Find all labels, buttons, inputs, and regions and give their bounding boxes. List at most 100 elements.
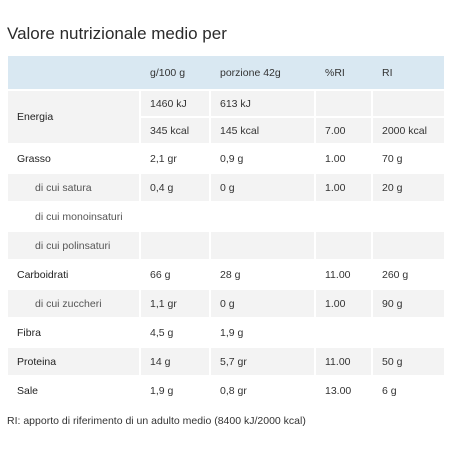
value-cell: 13.00 xyxy=(325,384,352,397)
cell-background xyxy=(315,117,372,144)
value-cell: 11.00 xyxy=(325,355,351,368)
value-cell: 70 g xyxy=(382,152,403,165)
value-cell: 1.00 xyxy=(325,181,346,194)
value-cell: 1460 kJ xyxy=(150,97,187,110)
cell-background xyxy=(315,347,372,376)
value-cell: 6 g xyxy=(382,384,397,397)
value-cell: 1,9 g xyxy=(150,384,174,397)
cell-background xyxy=(372,202,445,231)
cell-background xyxy=(7,202,140,231)
cell-background xyxy=(7,347,140,376)
cell-background xyxy=(315,289,372,318)
sub-row-label: di cui polinsaturi xyxy=(35,239,111,252)
cell-background xyxy=(140,289,210,318)
cell-background xyxy=(7,231,140,260)
cell-background xyxy=(210,376,315,405)
cell-background xyxy=(210,318,315,347)
row-label: Carboidrati xyxy=(17,268,69,281)
title: Valore nutrizionale medio per xyxy=(7,24,227,43)
value-cell: 5,7 gr xyxy=(220,355,247,368)
value-cell: 0,9 g xyxy=(220,152,244,165)
cell-background xyxy=(210,144,315,173)
cell-background xyxy=(140,173,210,202)
cell-background xyxy=(372,347,445,376)
sub-row-label: di cui zuccheri xyxy=(35,297,102,310)
header-cell: RI xyxy=(382,66,393,79)
cell-background xyxy=(7,173,140,202)
value-cell: 0 g xyxy=(220,181,235,194)
value-cell: 1,1 gr xyxy=(150,297,177,310)
value-cell: 0,4 g xyxy=(150,181,174,194)
cell-background xyxy=(210,347,315,376)
value-cell: 2,1 gr xyxy=(150,152,177,165)
value-cell: 11.00 xyxy=(325,268,351,281)
cell-background xyxy=(7,90,140,144)
cell-background xyxy=(7,318,140,347)
cell-background xyxy=(210,202,315,231)
row-label: Proteina xyxy=(17,355,57,368)
cell-background xyxy=(315,231,372,260)
footnote: RI: apporto di riferimento di un adulto … xyxy=(7,415,306,427)
cell-background xyxy=(7,376,140,405)
value-cell: 90 g xyxy=(382,297,403,310)
value-cell: 345 kcal xyxy=(150,124,190,137)
row-label: Fibra xyxy=(17,326,41,339)
cell-background xyxy=(210,260,315,289)
header-cell: %RI xyxy=(325,66,345,79)
value-cell: 28 g xyxy=(220,268,241,281)
cell-background xyxy=(372,90,445,117)
cell-background xyxy=(315,90,372,117)
cell-background xyxy=(210,231,315,260)
header-cell: porzione 42g xyxy=(220,66,281,79)
row-label: Grasso xyxy=(17,152,51,165)
cell-background xyxy=(140,318,210,347)
value-cell: 0,8 gr xyxy=(220,384,247,397)
value-cell: 1,9 g xyxy=(220,326,244,339)
value-cell: 7.00 xyxy=(325,124,346,137)
cell-background xyxy=(372,144,445,173)
row-label: Sale xyxy=(17,384,39,397)
value-cell: 66 g xyxy=(150,268,171,281)
value-cell: 0 g xyxy=(220,297,235,310)
cell-background xyxy=(140,376,210,405)
cell-background xyxy=(140,231,210,260)
value-cell: 613 kJ xyxy=(220,97,251,110)
cell-background xyxy=(372,260,445,289)
cell-background xyxy=(372,289,445,318)
cell-background xyxy=(315,376,372,405)
cell-background xyxy=(7,144,140,173)
cell-background xyxy=(372,318,445,347)
cell-background xyxy=(372,376,445,405)
cell-background xyxy=(140,260,210,289)
row-label: Energia xyxy=(17,111,54,123)
value-cell: 4,5 g xyxy=(150,326,174,339)
cell-background xyxy=(315,144,372,173)
cell-background xyxy=(315,318,372,347)
cell-background xyxy=(315,173,372,202)
cell-background xyxy=(7,289,140,318)
value-cell: 1.00 xyxy=(325,297,346,310)
value-cell: 145 kcal xyxy=(220,124,260,137)
value-cell: 1.00 xyxy=(325,152,346,165)
sub-row-label: di cui satura xyxy=(35,181,92,194)
value-cell: 50 g xyxy=(382,355,403,368)
cell-background xyxy=(210,117,315,144)
cell-background xyxy=(140,90,210,117)
cell-background xyxy=(210,90,315,117)
cell-background xyxy=(210,289,315,318)
cell-background xyxy=(372,231,445,260)
cell-background xyxy=(140,202,210,231)
nutrition-table: g/100 g porzione 42g %RI RI Energia 1460 kJ 61… xyxy=(7,55,445,405)
value-cell: 20 g xyxy=(382,181,403,194)
value-cell: 14 g xyxy=(150,355,171,368)
value-cell: 2000 kcal xyxy=(382,124,427,137)
cell-background xyxy=(210,173,315,202)
cell-background xyxy=(372,117,445,144)
cell-background xyxy=(140,144,210,173)
sub-row-label: di cui monoinsaturi xyxy=(35,210,123,223)
cell-background xyxy=(372,173,445,202)
header-cell: g/100 g xyxy=(150,66,186,79)
cell-background xyxy=(140,117,210,144)
cell-background xyxy=(315,260,372,289)
